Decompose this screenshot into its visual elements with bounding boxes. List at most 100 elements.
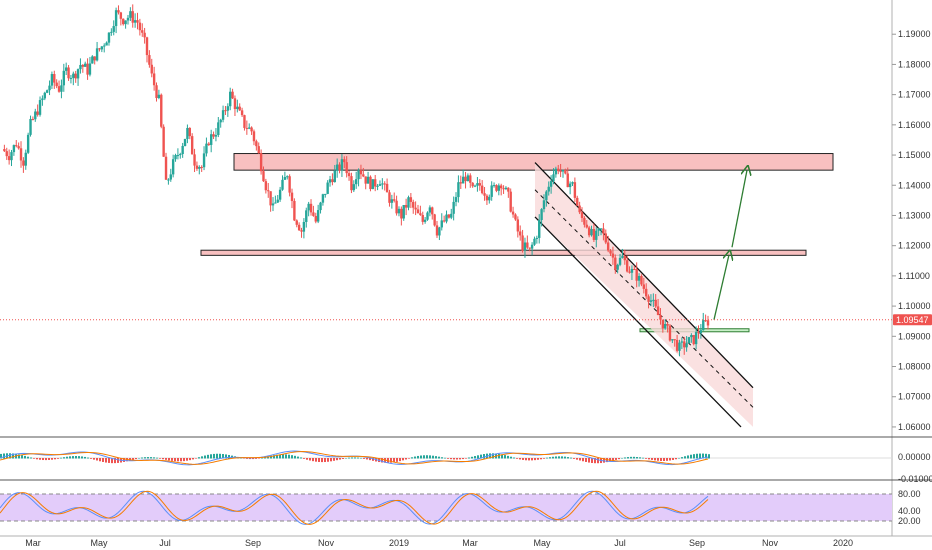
macd-histogram-bar bbox=[396, 458, 398, 462]
candle-body bbox=[354, 179, 358, 185]
macd-histogram-bar bbox=[675, 458, 677, 460]
candle-body bbox=[259, 153, 263, 172]
macd-histogram-bar bbox=[201, 456, 203, 459]
candle-body bbox=[457, 182, 460, 198]
macd-histogram-bar bbox=[330, 458, 332, 462]
macd-histogram-bar bbox=[303, 458, 305, 459]
candle-body bbox=[383, 183, 386, 185]
candle-body bbox=[407, 197, 410, 208]
macd-histogram-bar bbox=[180, 458, 182, 462]
candle-body bbox=[107, 32, 111, 43]
macd-histogram-bar bbox=[552, 456, 554, 459]
candle-body bbox=[371, 179, 375, 190]
macd-histogram-bar bbox=[450, 458, 452, 460]
macd-histogram-bar bbox=[267, 456, 269, 459]
x-tick-label: Mar bbox=[462, 538, 478, 548]
candle-body bbox=[452, 201, 455, 214]
x-tick-label: Jul bbox=[614, 538, 626, 548]
macd-histogram-bar bbox=[567, 457, 569, 459]
macd-histogram-bar bbox=[210, 454, 212, 459]
macd-histogram-bar bbox=[354, 457, 356, 459]
candle-body bbox=[576, 197, 579, 206]
candle-body bbox=[438, 227, 441, 236]
macd-histogram-bar bbox=[48, 458, 50, 460]
macd-histogram-bar bbox=[327, 458, 329, 462]
macd-histogram-bar bbox=[39, 458, 41, 460]
candle-body bbox=[114, 10, 118, 27]
candle-body bbox=[390, 199, 394, 203]
candle-body bbox=[476, 183, 479, 186]
macd-histogram-bar bbox=[432, 455, 434, 459]
macd-histogram-bar bbox=[213, 453, 215, 459]
candle-body bbox=[26, 134, 30, 153]
macd-histogram-bar bbox=[9, 453, 11, 459]
candle-body bbox=[447, 214, 451, 218]
candle-body bbox=[79, 64, 82, 70]
x-tick-label: Nov bbox=[318, 538, 335, 548]
candle-body bbox=[117, 10, 120, 13]
candle-body bbox=[255, 141, 258, 147]
macd-histogram-bar bbox=[84, 456, 86, 459]
candle-body bbox=[599, 228, 603, 230]
macd-histogram-bar bbox=[366, 458, 368, 460]
candle-body bbox=[300, 230, 303, 232]
candle-body bbox=[212, 134, 215, 137]
macd-histogram-bar bbox=[480, 454, 482, 459]
candle-body bbox=[611, 253, 615, 258]
macd-histogram-bar bbox=[123, 458, 125, 462]
macd-histogram-bar bbox=[324, 458, 326, 463]
candle-body bbox=[490, 185, 493, 197]
candle-body bbox=[122, 18, 125, 25]
candle-body bbox=[445, 214, 448, 222]
candle-body bbox=[328, 179, 332, 183]
candle-body bbox=[34, 111, 37, 120]
candle-body bbox=[229, 91, 232, 107]
candle-body bbox=[552, 174, 555, 182]
macd-histogram-bar bbox=[537, 458, 539, 460]
candle-body bbox=[55, 82, 58, 87]
candle-body bbox=[179, 154, 182, 156]
macd-histogram-bar bbox=[168, 458, 170, 461]
candle-body bbox=[62, 70, 66, 86]
zone-0 bbox=[233, 153, 834, 171]
macd-histogram-bar bbox=[66, 456, 68, 459]
macd-histogram-bar bbox=[543, 458, 545, 459]
macd-histogram-bar bbox=[345, 457, 347, 459]
macd-histogram-bar bbox=[285, 454, 287, 459]
candle-body bbox=[126, 17, 130, 21]
macd-histogram-bar bbox=[315, 458, 317, 462]
candle-body bbox=[488, 196, 491, 201]
candle-body bbox=[621, 256, 624, 258]
candle-body bbox=[57, 86, 61, 92]
candle-body bbox=[205, 143, 208, 154]
macd-histogram-bar bbox=[582, 458, 584, 462]
candle-body bbox=[186, 127, 189, 139]
candle-body bbox=[561, 169, 565, 172]
macd-histogram-bar bbox=[444, 457, 446, 459]
macd-histogram-bar bbox=[63, 457, 65, 459]
macd-histogram-bar bbox=[261, 457, 263, 459]
current-price-label: 1.09547 bbox=[896, 315, 929, 325]
macd-histogram-bar bbox=[174, 458, 176, 462]
x-tick-label: 2020 bbox=[833, 538, 853, 548]
macd-histogram-bar bbox=[18, 454, 20, 459]
candle-body bbox=[314, 215, 317, 222]
macd-histogram-bar bbox=[429, 455, 431, 459]
candle-body bbox=[578, 205, 581, 213]
candle-body bbox=[252, 131, 256, 142]
macd-histogram-bar bbox=[54, 458, 56, 460]
candle-body bbox=[50, 74, 54, 86]
candle-body bbox=[214, 134, 218, 137]
candle-body bbox=[136, 20, 139, 23]
macd-histogram-bar bbox=[522, 458, 524, 460]
macd-histogram-bar bbox=[312, 458, 314, 462]
macd-histogram-bar bbox=[255, 458, 257, 459]
macd-histogram-bar bbox=[45, 458, 47, 461]
candle-body bbox=[374, 179, 377, 187]
macd-histogram-bar bbox=[165, 458, 167, 460]
macd-histogram-bar bbox=[621, 457, 623, 459]
candle-body bbox=[640, 276, 643, 285]
macd-histogram-bar bbox=[453, 458, 455, 460]
candle-body bbox=[692, 335, 695, 345]
